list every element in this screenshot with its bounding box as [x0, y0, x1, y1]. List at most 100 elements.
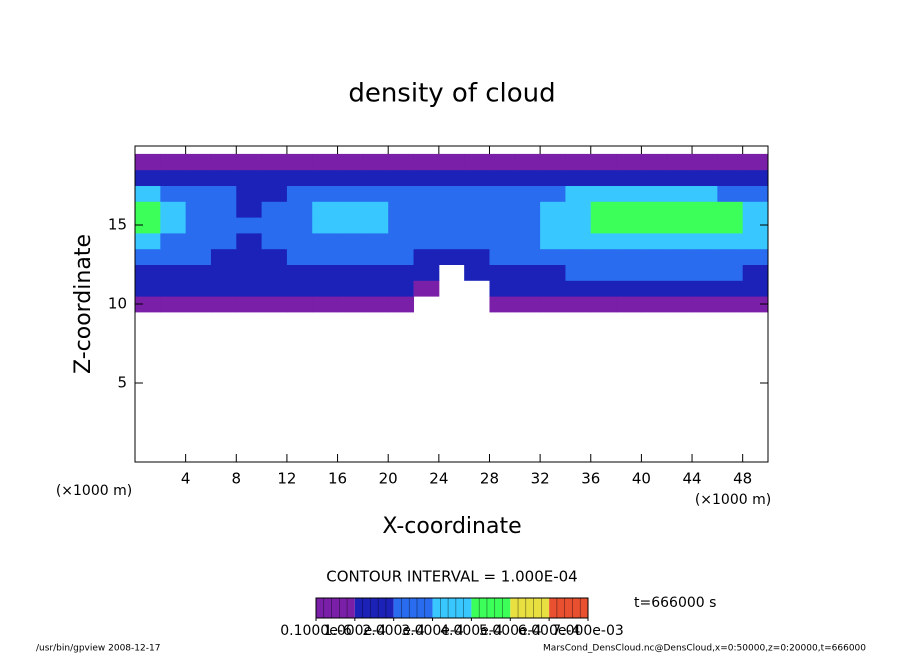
- cell: [590, 232, 617, 250]
- cell: [540, 264, 566, 281]
- cell: [514, 264, 541, 281]
- cell: [210, 185, 237, 202]
- cell: [540, 280, 566, 297]
- cell: [717, 296, 744, 313]
- cell: [362, 185, 389, 202]
- cell: [312, 185, 339, 202]
- chart-title: density of cloud: [348, 79, 555, 109]
- colorbar: 0.1000e-61.000e-42.000e-43.000e-44.000e-…: [280, 597, 624, 639]
- cell: [540, 232, 566, 250]
- cell: [666, 264, 693, 281]
- cell: [388, 280, 415, 297]
- cell: [185, 185, 212, 202]
- cell: [565, 232, 592, 250]
- colorbar-label: 2.000e-4: [362, 623, 425, 639]
- cell: [286, 185, 313, 202]
- cell: [742, 232, 769, 250]
- cell: [641, 296, 668, 313]
- cell: [261, 217, 288, 234]
- x-tick-label: 36: [581, 470, 600, 488]
- cell: [742, 201, 769, 218]
- cell: [540, 185, 566, 202]
- colorbar-band: [549, 598, 588, 618]
- cell: [210, 153, 237, 171]
- cell: [312, 153, 339, 171]
- cell: [464, 232, 490, 250]
- cell: [464, 201, 490, 218]
- cell: [236, 153, 263, 171]
- cell: [590, 248, 617, 265]
- cell: [210, 232, 237, 250]
- cell: [210, 264, 237, 281]
- cell: [565, 264, 592, 281]
- cell: [236, 185, 263, 202]
- cell: [185, 153, 212, 171]
- cell: [236, 217, 263, 234]
- contour-interval: CONTOUR INTERVAL = 1.000E-04: [326, 568, 577, 586]
- cell: [666, 217, 693, 234]
- cell: [312, 296, 339, 313]
- cell: [261, 232, 288, 250]
- cell: [717, 248, 744, 265]
- cell: [185, 232, 212, 250]
- cell: [210, 248, 237, 265]
- cell: [692, 232, 718, 250]
- cell: [717, 280, 744, 297]
- cell: [236, 201, 263, 218]
- cell: [590, 153, 617, 171]
- cell: [337, 232, 364, 250]
- cell: [489, 264, 516, 281]
- y-tick-label: 15: [108, 216, 127, 234]
- cell: [438, 153, 465, 171]
- cell: [666, 201, 693, 218]
- cell: [692, 217, 718, 234]
- cell: [337, 296, 364, 313]
- cell: [362, 280, 389, 297]
- cell: [286, 153, 313, 171]
- colorbar-band: [471, 598, 511, 618]
- cell: [312, 280, 339, 297]
- cell: [616, 248, 642, 265]
- colorbar-label: 3.000e-4: [401, 623, 464, 639]
- cell: [464, 153, 490, 171]
- cell: [261, 169, 288, 186]
- cell: [312, 232, 339, 250]
- cell: [413, 169, 440, 186]
- cell: [616, 296, 642, 313]
- cell: [388, 248, 415, 265]
- colorbar-frame: [315, 597, 589, 619]
- x-tick-label: 12: [277, 470, 296, 488]
- cell: [514, 280, 541, 297]
- cell: [337, 264, 364, 281]
- cell: [717, 201, 744, 218]
- cell: [135, 280, 161, 297]
- cell: [438, 185, 465, 202]
- cell: [236, 169, 263, 186]
- cell: [641, 248, 668, 265]
- cell: [362, 169, 389, 186]
- cell: [666, 232, 693, 250]
- x-tick-label: 40: [632, 470, 651, 488]
- cell: [362, 296, 389, 313]
- colorbar-band: [354, 598, 394, 618]
- cell: [312, 248, 339, 265]
- cell: [464, 217, 490, 234]
- cell: [236, 232, 263, 250]
- cell: [616, 185, 642, 202]
- cell: [540, 201, 566, 218]
- cell: [514, 296, 541, 313]
- cell: [641, 232, 668, 250]
- cell: [413, 153, 440, 171]
- cell: [312, 169, 339, 186]
- cell: [616, 169, 642, 186]
- cell: [489, 280, 516, 297]
- cell: [641, 201, 668, 218]
- cell: [210, 201, 237, 218]
- cell: [565, 185, 592, 202]
- cell: [388, 296, 415, 313]
- cell: [489, 296, 516, 313]
- cell: [135, 153, 161, 171]
- colorbar-label: 7.000e-03: [552, 623, 624, 639]
